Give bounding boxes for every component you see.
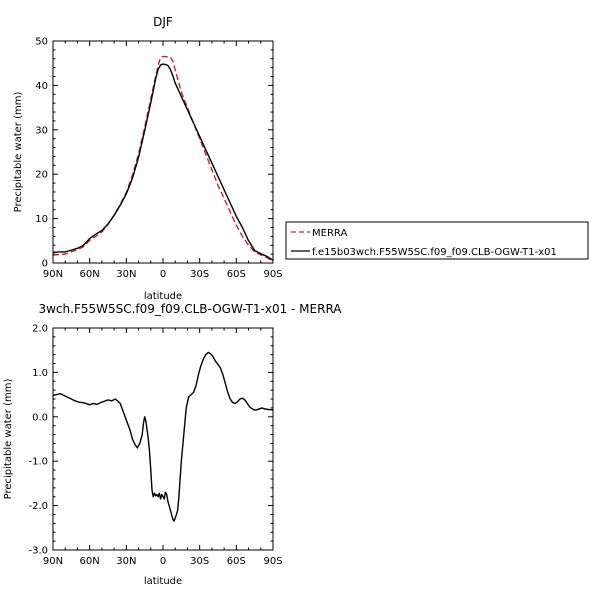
x-tick-label: 30N (116, 556, 136, 567)
y-tick-label: 20 (35, 170, 48, 181)
y-tick-label: 30 (35, 125, 48, 136)
x-tick-label: 0 (160, 269, 166, 280)
series-line-1 (52, 63, 274, 261)
bottom-y-axis-label: Precipitable water (mm) (3, 379, 14, 500)
x-tick-label: 90N (43, 269, 63, 280)
bottom-panel: 3wch.F55W5SC.f09_f09.CLB-OGW-T1-x01 - ME… (3, 302, 342, 587)
y-tick-label: 1.0 (32, 368, 48, 379)
x-tick-label: 90S (263, 269, 282, 280)
x-tick-label: 60N (80, 556, 100, 567)
legend: MERRA f.e15b03wch.F55W5SC.f09_f09.CLB-OG… (285, 221, 589, 260)
y-tick-label: 10 (35, 214, 48, 225)
legend-label-merra: MERRA (312, 228, 347, 239)
bottom-x-axis-label: latitude (144, 576, 182, 587)
bottom-series-lines (52, 351, 274, 522)
x-tick-label: 90S (263, 556, 282, 567)
x-tick-label: 0 (160, 556, 166, 567)
x-tick-label: 60S (227, 556, 246, 567)
legend-box (285, 221, 589, 260)
top-series-lines (52, 55, 274, 262)
y-tick-label: 50 (35, 37, 48, 48)
x-tick-label: 30N (116, 269, 136, 280)
y-tick-label: 2.0 (32, 324, 48, 335)
y-tick-label: 40 (35, 81, 48, 92)
bottom-ticks (52, 327, 274, 551)
x-tick-label: 60S (227, 269, 246, 280)
legend-label-model: f.e15b03wch.F55W5SC.f09_f09.CLB-OGW-T1-x… (312, 247, 557, 258)
x-tick-label: 30S (190, 269, 209, 280)
bottom-chart-title: 3wch.F55W5SC.f09_f09.CLB-OGW-T1-x01 - ME… (38, 302, 342, 316)
top-panel: DJF 0 10 20 30 40 50 90N 60N 30N 0 30S 60S 90S lati… (13, 15, 283, 302)
y-tick-label: -3.0 (28, 546, 48, 557)
top-x-axis-label: latitude (144, 291, 182, 302)
bottom-plot-frame (52, 327, 274, 551)
y-tick-label: -1.0 (28, 457, 48, 468)
x-tick-label: 30S (190, 556, 209, 567)
top-ticks (52, 40, 274, 264)
y-tick-label: 0 (42, 259, 48, 270)
top-x-tick-labels: 90N 60N 30N 0 30S 60S 90S (43, 269, 283, 280)
top-plot-frame (52, 40, 274, 264)
x-tick-label: 60N (80, 269, 100, 280)
series-line-0 (52, 351, 274, 522)
x-tick-label: 90N (43, 556, 63, 567)
series-line-0 (52, 55, 274, 262)
bottom-y-tick-labels: -3.0 -2.0 -1.0 0.0 1.0 2.0 (28, 324, 48, 557)
top-y-tick-labels: 0 10 20 30 40 50 (35, 37, 48, 270)
bottom-x-tick-labels: 90N 60N 30N 0 30S 60S 90S (43, 556, 283, 567)
y-tick-label: 0.0 (32, 412, 48, 423)
y-tick-label: -2.0 (28, 501, 48, 512)
top-chart-title: DJF (153, 15, 173, 29)
top-y-axis-label: Precipitable water (mm) (13, 92, 24, 213)
